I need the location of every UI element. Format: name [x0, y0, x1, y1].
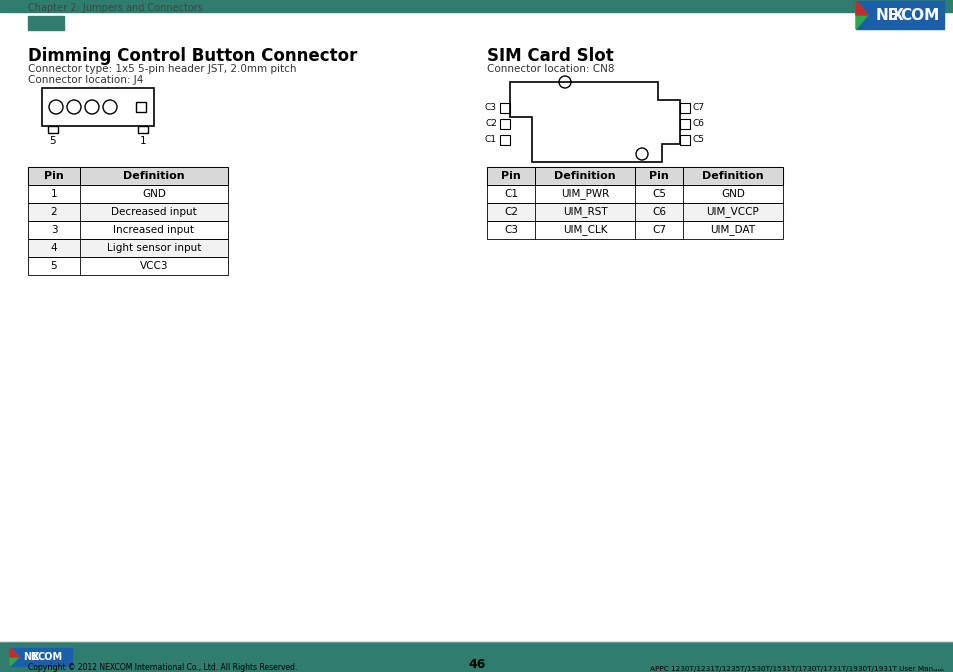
- Bar: [486, 185, 782, 203]
- Bar: [941, 652, 948, 659]
- Text: C3: C3: [484, 103, 497, 112]
- Text: Definition: Definition: [123, 171, 185, 181]
- Text: Connector location: CN8: Connector location: CN8: [486, 64, 614, 74]
- Text: UIM_VCCP: UIM_VCCP: [706, 206, 759, 218]
- Polygon shape: [855, 1, 867, 29]
- Text: Connector type: 1x5 5-pin header JST, 2.0mm pitch: Connector type: 1x5 5-pin header JST, 2.…: [28, 64, 296, 74]
- Bar: [28, 257, 228, 275]
- Bar: [486, 221, 782, 239]
- Text: COM: COM: [38, 652, 63, 662]
- Polygon shape: [10, 648, 19, 657]
- Bar: [28, 167, 228, 185]
- Text: C7: C7: [692, 103, 704, 112]
- Text: NE: NE: [23, 652, 38, 662]
- Text: SIM Card Slot: SIM Card Slot: [486, 47, 613, 65]
- Bar: [28, 167, 228, 185]
- Bar: [499, 119, 510, 129]
- Bar: [486, 185, 782, 203]
- Text: C5: C5: [651, 189, 665, 199]
- Text: NE: NE: [875, 7, 898, 22]
- Text: C2: C2: [503, 207, 517, 217]
- Bar: [10, 648, 71, 666]
- Polygon shape: [855, 1, 867, 15]
- Bar: [679, 135, 689, 145]
- Bar: [28, 16, 64, 30]
- Bar: [679, 103, 689, 113]
- Text: C5: C5: [692, 136, 704, 144]
- Bar: [28, 185, 228, 203]
- Text: Pin: Pin: [648, 171, 668, 181]
- Text: C6: C6: [692, 120, 704, 128]
- Bar: [28, 185, 228, 203]
- Text: UIM_PWR: UIM_PWR: [560, 189, 608, 200]
- Text: Decreased input: Decreased input: [111, 207, 196, 217]
- Text: Dimming Control Button Connector: Dimming Control Button Connector: [28, 47, 357, 65]
- Text: Connector location: J4: Connector location: J4: [28, 75, 143, 85]
- Bar: [486, 167, 782, 185]
- Text: VCC3: VCC3: [139, 261, 168, 271]
- Text: 1: 1: [139, 136, 146, 146]
- Text: GND: GND: [142, 189, 166, 199]
- Bar: [28, 257, 228, 275]
- Bar: [42, 88, 153, 126]
- Text: Copyright © 2012 NEXCOM International Co., Ltd. All Rights Reserved.: Copyright © 2012 NEXCOM International Co…: [28, 663, 297, 671]
- Text: 1: 1: [51, 189, 57, 199]
- Text: UIM_DAT: UIM_DAT: [710, 224, 755, 235]
- Text: 2: 2: [51, 207, 57, 217]
- Text: C1: C1: [484, 136, 497, 144]
- Text: APPC 1230T/1231T/1235T/1530T/1531T/1730T/1731T/1930T/1931T User Manual: APPC 1230T/1231T/1235T/1530T/1531T/1730T…: [649, 665, 943, 671]
- Bar: [486, 203, 782, 221]
- Bar: [28, 221, 228, 239]
- Text: C3: C3: [503, 225, 517, 235]
- Text: UIM_RST: UIM_RST: [562, 206, 607, 218]
- Text: Light sensor input: Light sensor input: [107, 243, 201, 253]
- Bar: [486, 167, 782, 185]
- Text: 5: 5: [51, 261, 57, 271]
- Text: X: X: [891, 7, 902, 22]
- Text: 5: 5: [50, 136, 56, 146]
- Bar: [136, 102, 146, 112]
- Bar: [499, 135, 510, 145]
- Polygon shape: [10, 648, 19, 666]
- Bar: [138, 126, 148, 133]
- Text: Pin: Pin: [500, 171, 520, 181]
- Text: UIM_CLK: UIM_CLK: [562, 224, 607, 235]
- Text: 46: 46: [468, 659, 485, 671]
- Text: Definition: Definition: [701, 171, 763, 181]
- Bar: [48, 126, 58, 133]
- Text: Increased input: Increased input: [113, 225, 194, 235]
- Text: C1: C1: [503, 189, 517, 199]
- Bar: [0, 0, 953, 12]
- Text: C2: C2: [485, 120, 497, 128]
- Text: 4: 4: [51, 243, 57, 253]
- Bar: [941, 661, 948, 668]
- Bar: [28, 239, 228, 257]
- Bar: [28, 203, 228, 221]
- Text: GND: GND: [720, 189, 744, 199]
- Bar: [932, 661, 939, 668]
- Text: C6: C6: [651, 207, 665, 217]
- Text: Chapter 2: Jumpers and Connectors: Chapter 2: Jumpers and Connectors: [28, 3, 203, 13]
- Bar: [499, 103, 510, 113]
- Bar: [28, 239, 228, 257]
- Text: C7: C7: [651, 225, 665, 235]
- Text: X: X: [32, 652, 39, 662]
- Bar: [0, 642, 953, 672]
- Text: 3: 3: [51, 225, 57, 235]
- Bar: [855, 1, 943, 29]
- Bar: [679, 119, 689, 129]
- Text: Definition: Definition: [554, 171, 616, 181]
- Text: Pin: Pin: [44, 171, 64, 181]
- Bar: [486, 203, 782, 221]
- Bar: [28, 203, 228, 221]
- Bar: [486, 221, 782, 239]
- Text: COM: COM: [899, 7, 939, 22]
- Bar: [932, 652, 939, 659]
- Bar: [28, 221, 228, 239]
